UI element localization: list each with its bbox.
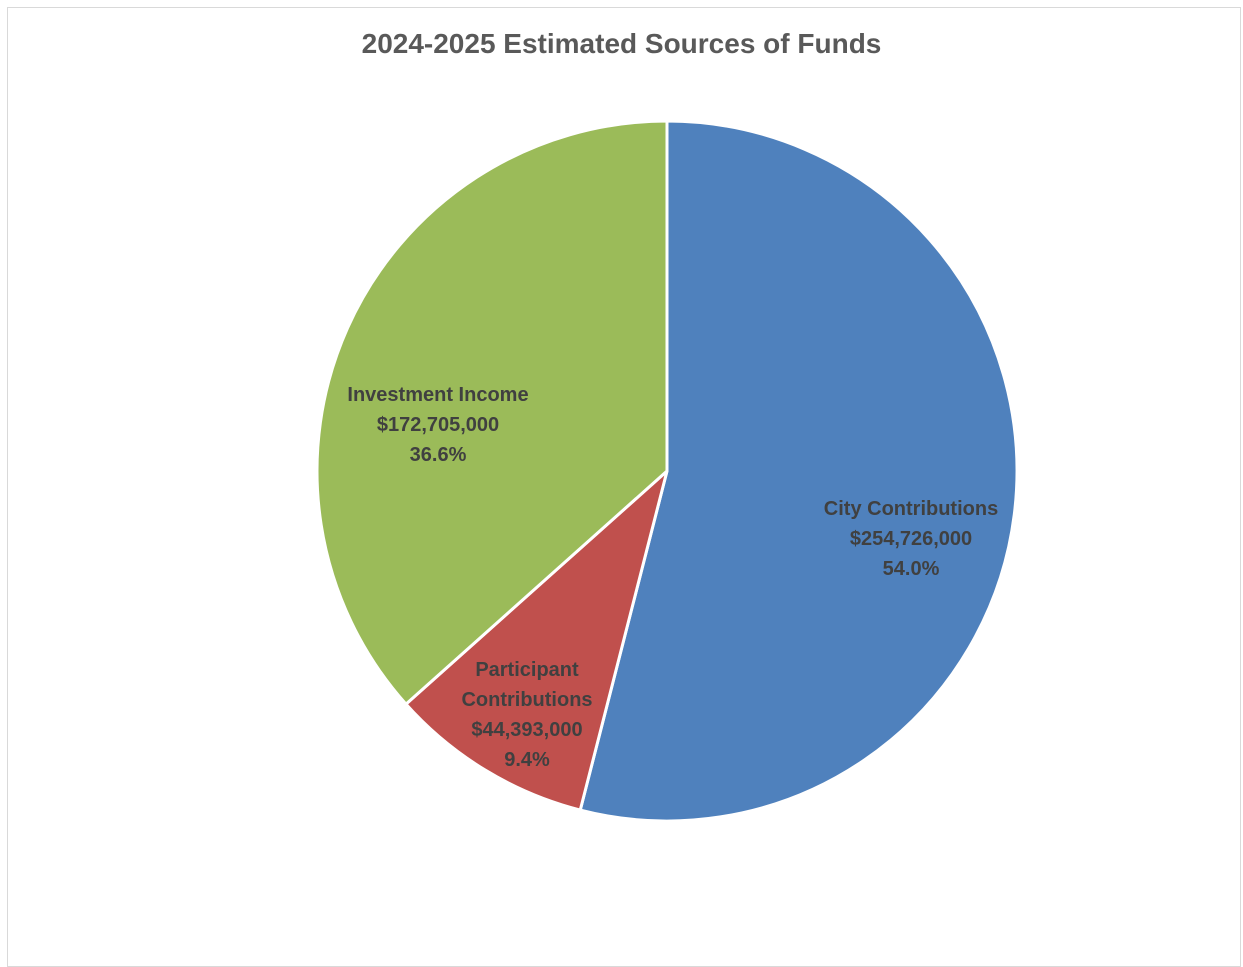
pie-slices (315, 119, 1019, 823)
pie-labels: City Contributions $254,726,000 54.0% Parti… (347, 384, 998, 771)
data-label-city-contributions: City Contributions $254,726,000 54.0% (824, 498, 998, 580)
pie-slice-participant-contributions (404, 469, 669, 812)
pie-slice-investment-income (315, 119, 669, 706)
chart-title: 2024-2025 Estimated Sources of Funds (361, 28, 882, 59)
pie-slice-city-contributions (578, 119, 1019, 823)
data-label-participant-contributions: Participant Contributions $44,393,000 9.4% (461, 659, 592, 771)
data-label-investment-income: Investment Income $172,705,000 36.6% (347, 384, 528, 466)
